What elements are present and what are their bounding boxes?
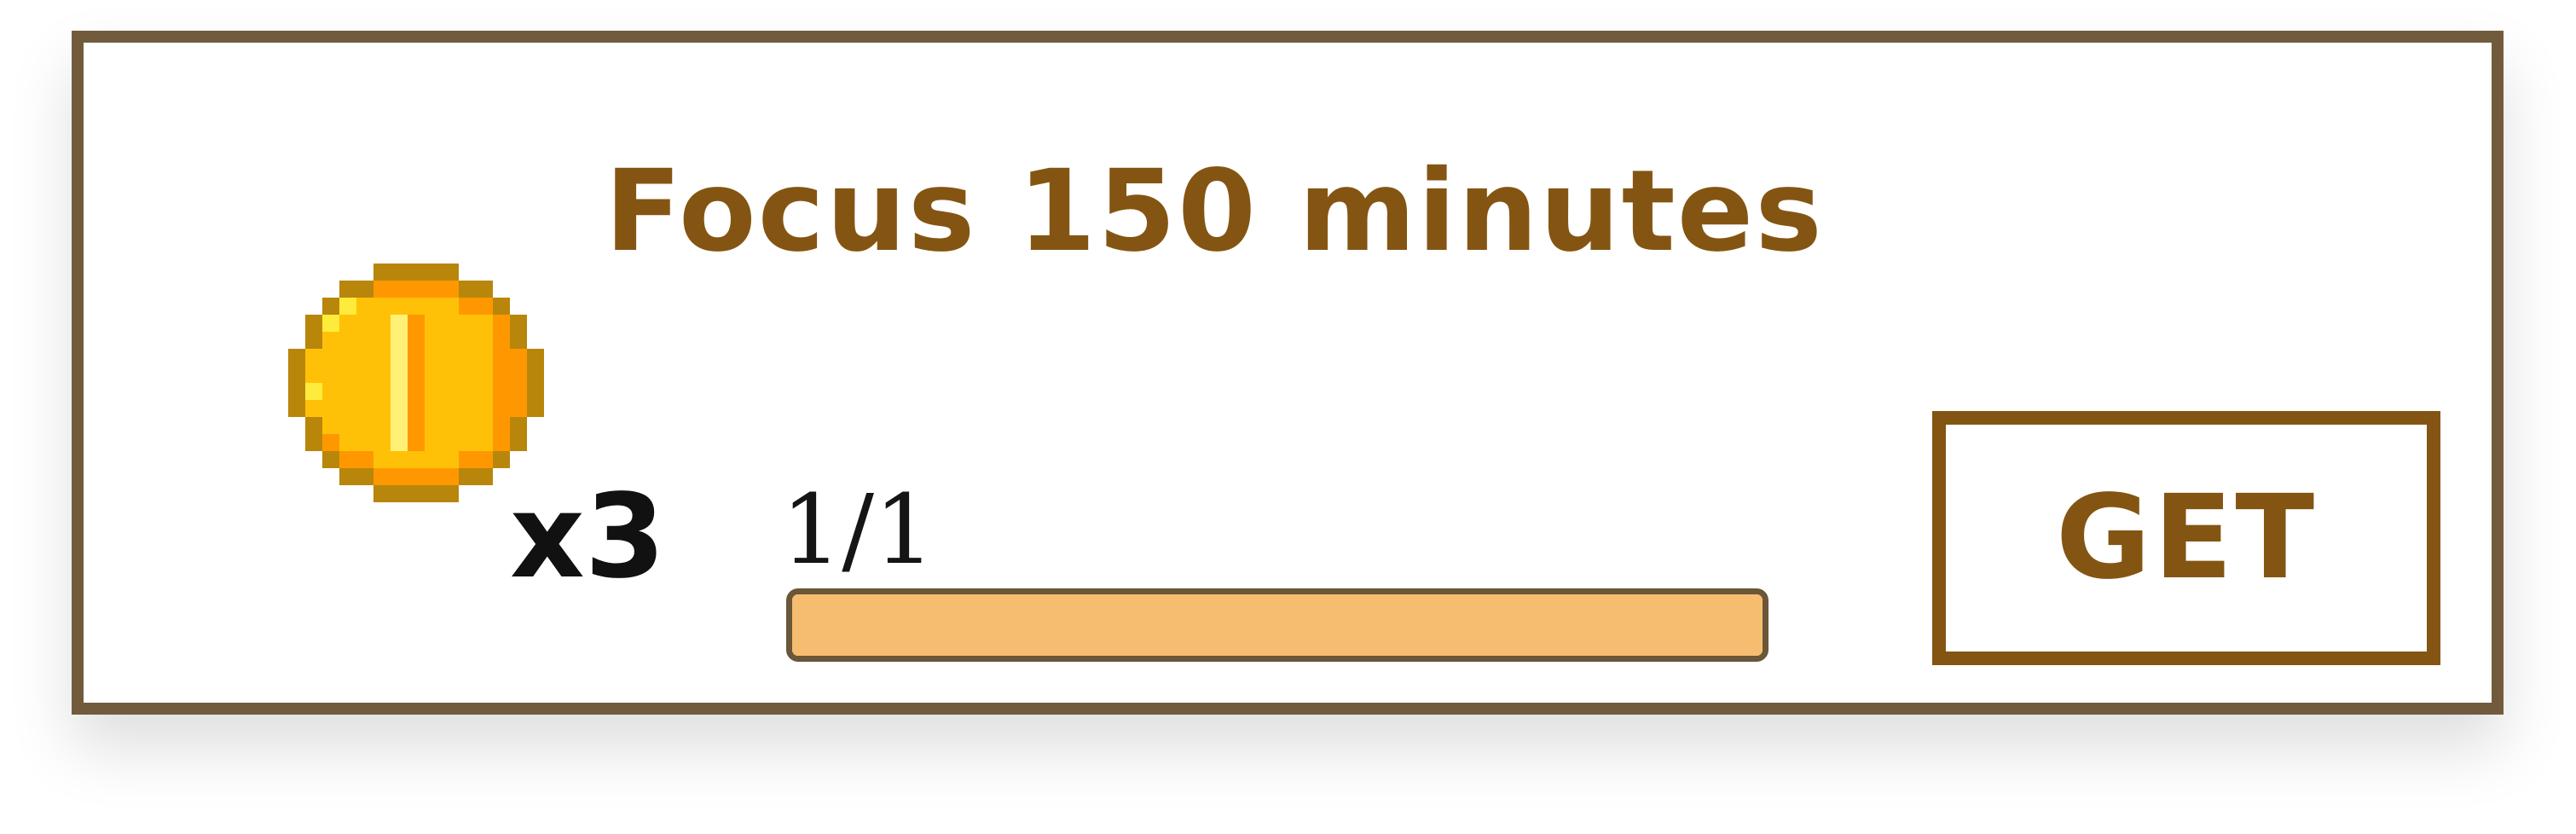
quest-title-text: Focus 150 minutes: [605, 146, 1824, 277]
progress-bar: [786, 588, 1768, 662]
progress-fill: [792, 594, 1763, 656]
coin-icon: [288, 259, 544, 507]
progress-count: 1/1: [781, 475, 935, 586]
get-reward-button[interactable]: GET: [1932, 411, 2440, 665]
reward-multiplier: x3: [510, 470, 666, 605]
quest-card: Focus 150 minutes: [72, 31, 2504, 715]
quest-title: Focus 150 minutes: [84, 143, 2492, 280]
